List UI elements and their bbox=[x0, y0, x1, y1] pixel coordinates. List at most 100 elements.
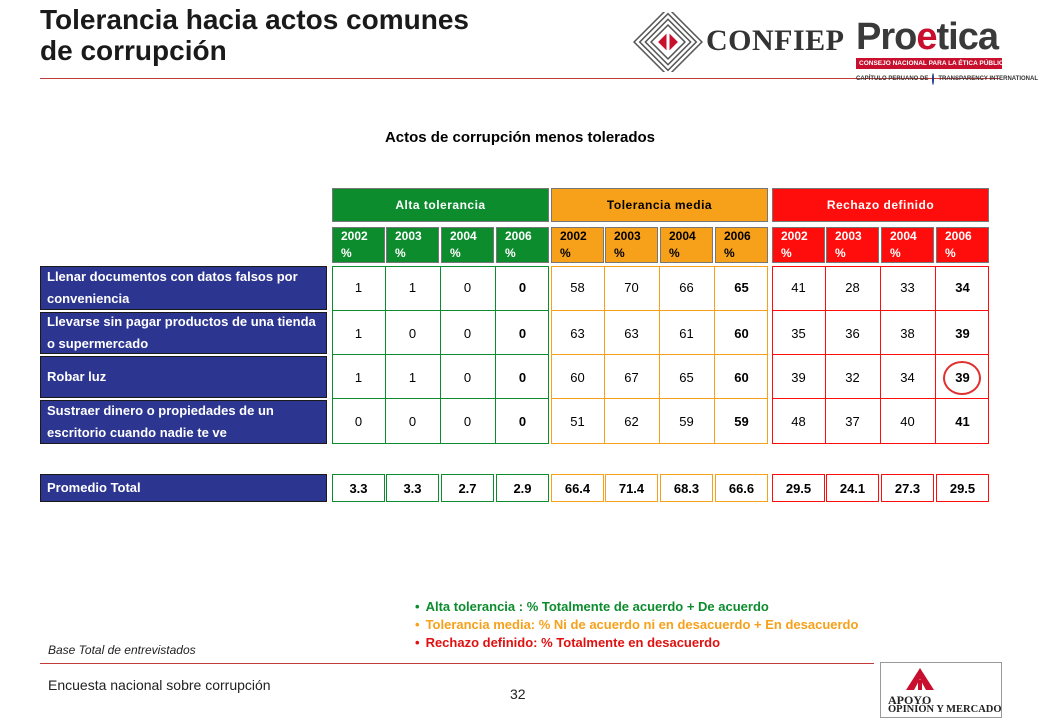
table-cell: 70 bbox=[624, 280, 639, 295]
footer-survey-name: Encuesta nacional sobre corrupción bbox=[48, 677, 271, 693]
proetica-chapter: CAPÍTULO PERUANO DE bbox=[856, 76, 929, 82]
table-cell: 0 bbox=[408, 326, 417, 341]
average-cell: 71.4 bbox=[605, 474, 658, 502]
table-cell: 60 bbox=[570, 370, 585, 385]
column-divider bbox=[495, 266, 496, 444]
row-divider bbox=[551, 398, 768, 399]
proetica-wordmark: Proetica bbox=[856, 18, 1002, 56]
apoyo-logo-name: APOYO bbox=[888, 693, 932, 707]
row-divider bbox=[772, 398, 989, 399]
table-cell: 1 bbox=[408, 370, 417, 385]
table-cell: 1 bbox=[408, 280, 417, 295]
column-divider bbox=[604, 266, 605, 444]
title-line-2: de corrupción bbox=[40, 35, 227, 66]
year-label: 2003 bbox=[835, 229, 862, 243]
table-cell: 1 bbox=[354, 280, 363, 295]
group-header: Tolerancia media bbox=[551, 188, 768, 222]
year-label: 2003 bbox=[395, 229, 422, 243]
column-divider bbox=[880, 266, 881, 444]
table-cell: 62 bbox=[624, 414, 639, 429]
average-cell: 29.5 bbox=[772, 474, 825, 502]
table-cell: 35 bbox=[791, 326, 806, 341]
year-label: 2006 bbox=[945, 229, 972, 243]
year-header: 2006% bbox=[715, 227, 768, 263]
proetica-word-pre: Pro bbox=[856, 16, 917, 58]
year-header: 2006% bbox=[936, 227, 989, 263]
title-line-1: Tolerancia hacia actos comunes bbox=[40, 4, 469, 35]
table-cell: 0 bbox=[408, 414, 417, 429]
table-cell: 0 bbox=[518, 414, 527, 429]
proetica-band: CONSEJO NACIONAL PARA LA ÉTICA PÚBLICA bbox=[856, 58, 1008, 69]
year-label: 2003 bbox=[614, 229, 641, 243]
title-divider bbox=[40, 78, 1000, 79]
year-label: 2002 bbox=[341, 229, 368, 243]
table-cell: 67 bbox=[624, 370, 639, 385]
average-cell: 24.1 bbox=[826, 474, 879, 502]
year-header: 2006% bbox=[496, 227, 549, 263]
legend-text: Alta tolerancia : % Totalmente de acuerd… bbox=[425, 599, 769, 614]
year-label: 2004 bbox=[890, 229, 917, 243]
percent-label: % bbox=[724, 246, 735, 260]
column-divider bbox=[825, 266, 826, 444]
table-cell: 37 bbox=[845, 414, 860, 429]
year-label: 2006 bbox=[724, 229, 751, 243]
table-cell: 39 bbox=[791, 370, 806, 385]
legend-text: Rechazo definido: % Totalmente en desacu… bbox=[425, 635, 721, 650]
percent-label: % bbox=[945, 246, 956, 260]
bullet-icon: • bbox=[415, 617, 420, 632]
table-cell: 59 bbox=[679, 414, 694, 429]
year-header: 2002% bbox=[551, 227, 604, 263]
bullet-icon: • bbox=[415, 635, 420, 650]
year-header: 2003% bbox=[386, 227, 439, 263]
group-header: Alta tolerancia bbox=[332, 188, 549, 222]
table-cell: 33 bbox=[900, 280, 915, 295]
table-cell: 60 bbox=[734, 326, 749, 341]
table-cell: 65 bbox=[734, 280, 749, 295]
percent-label: % bbox=[395, 246, 406, 260]
table-cell: 38 bbox=[900, 326, 915, 341]
group-header: Rechazo definido bbox=[772, 188, 989, 222]
average-cell: 29.5 bbox=[936, 474, 989, 502]
table-cell: 34 bbox=[955, 280, 970, 295]
apoyo-mark-icon bbox=[906, 668, 934, 690]
average-cell: 66.6 bbox=[715, 474, 768, 502]
legend-text: Tolerancia media: % Ni de acuerdo ni en … bbox=[425, 617, 859, 632]
percent-label: % bbox=[890, 246, 901, 260]
table-cell: 59 bbox=[734, 414, 749, 429]
year-header: 2003% bbox=[826, 227, 879, 263]
proetica-word-post: tica bbox=[936, 16, 999, 58]
year-header: 2004% bbox=[881, 227, 934, 263]
table-cell: 60 bbox=[734, 370, 749, 385]
average-cell: 2.9 bbox=[496, 474, 549, 502]
year-label: 2004 bbox=[669, 229, 696, 243]
year-label: 2002 bbox=[781, 229, 808, 243]
table-cell: 61 bbox=[679, 326, 694, 341]
table-cell: 0 bbox=[463, 370, 472, 385]
row-divider bbox=[332, 354, 549, 355]
table-cell: 63 bbox=[624, 326, 639, 341]
table-cell: 65 bbox=[679, 370, 694, 385]
row-divider bbox=[551, 354, 768, 355]
apoyo-logo-tagline: OPINIÓN Y MERCADO bbox=[888, 704, 1002, 715]
bullet-icon: • bbox=[415, 599, 420, 614]
footer-divider bbox=[40, 663, 874, 664]
table-cell: 1 bbox=[354, 326, 363, 341]
globe-icon bbox=[932, 73, 935, 85]
table-cell: 0 bbox=[518, 280, 527, 295]
row-label: Sustraer dinero o propiedades de un escr… bbox=[40, 400, 327, 444]
proetica-logo: Proetica CONSEJO NACIONAL PARA LA ÉTICA … bbox=[856, 18, 1038, 85]
row-label: Llenar documentos con datos falsos por c… bbox=[40, 266, 327, 310]
table-cell: 0 bbox=[518, 326, 527, 341]
row-label: Robar luz bbox=[40, 356, 327, 398]
year-header: 2002% bbox=[772, 227, 825, 263]
year-header: 2004% bbox=[660, 227, 713, 263]
confiep-logo-text: CONFIEP bbox=[706, 24, 845, 57]
average-cell: 3.3 bbox=[332, 474, 385, 502]
table-subtitle: Actos de corrupción menos tolerados bbox=[384, 129, 656, 146]
row-label: Llevarse sin pagar productos de una tien… bbox=[40, 312, 327, 354]
table-cell: 41 bbox=[791, 280, 806, 295]
confiep-logo-icon bbox=[632, 12, 704, 72]
percent-label: % bbox=[560, 246, 571, 260]
year-label: 2006 bbox=[505, 229, 532, 243]
table-cell: 66 bbox=[679, 280, 694, 295]
